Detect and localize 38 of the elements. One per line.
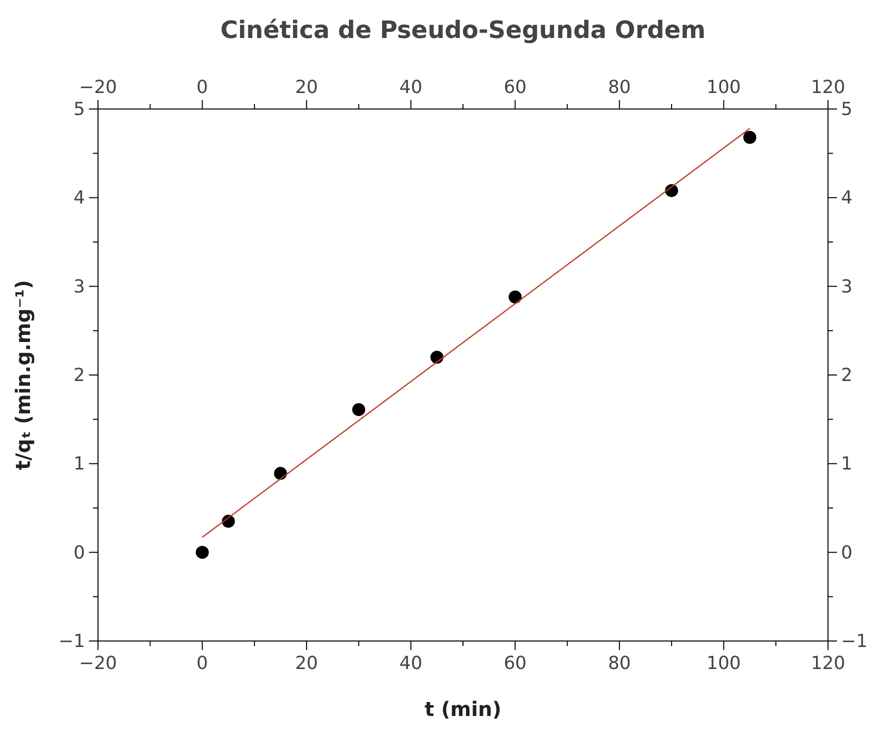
x-tick-label: −20 [79,77,117,98]
x-tick-label: 20 [295,77,318,98]
x2-tick-label: −20 [79,653,117,674]
x-tick-label: 80 [608,77,631,98]
y2-tick-label: 3 [841,276,852,298]
x-tick-label: 0 [196,77,208,98]
x-tick-label: 100 [706,77,741,98]
x-tick-label: 40 [399,77,422,98]
point [508,290,522,304]
y-tick-label: 1 [74,454,85,475]
x2-tick-label: 20 [295,653,318,674]
x2-tick-label: 40 [399,653,422,674]
y2-tick-label: 4 [841,188,852,209]
point [743,130,756,144]
chart-title: Cinética de Pseudo-Segunda Ordem [220,16,706,44]
x2-tick-label: 60 [504,653,527,674]
y-tick-label: 4 [74,188,85,209]
x2-tick-label: 100 [706,653,741,674]
x-tick-label: 60 [504,77,527,98]
y-tick-label: 3 [74,276,85,298]
x2-tick-label: 80 [608,653,631,674]
y2-tick-label: 2 [841,365,852,386]
y-tick-label: 5 [74,99,85,120]
point [196,546,209,559]
y2-tick-label: 0 [841,542,852,564]
y2-tick-label: 5 [841,99,852,120]
y-axis-title: t/qₜ (min.g.mg⁻¹) [11,280,35,470]
x-axis-title: t (min) [424,697,502,721]
point [274,466,287,480]
y2-tick-label: 1 [841,454,852,475]
y-tick-label: 0 [74,542,85,564]
x2-tick-label: 0 [196,653,208,674]
y-tick-label: −1 [58,631,85,652]
y-tick-label: 2 [74,365,85,386]
y2-tick-label: −1 [841,631,868,652]
x2-tick-label: 120 [810,653,846,674]
x-tick-label: 120 [810,77,846,98]
point [352,403,366,416]
